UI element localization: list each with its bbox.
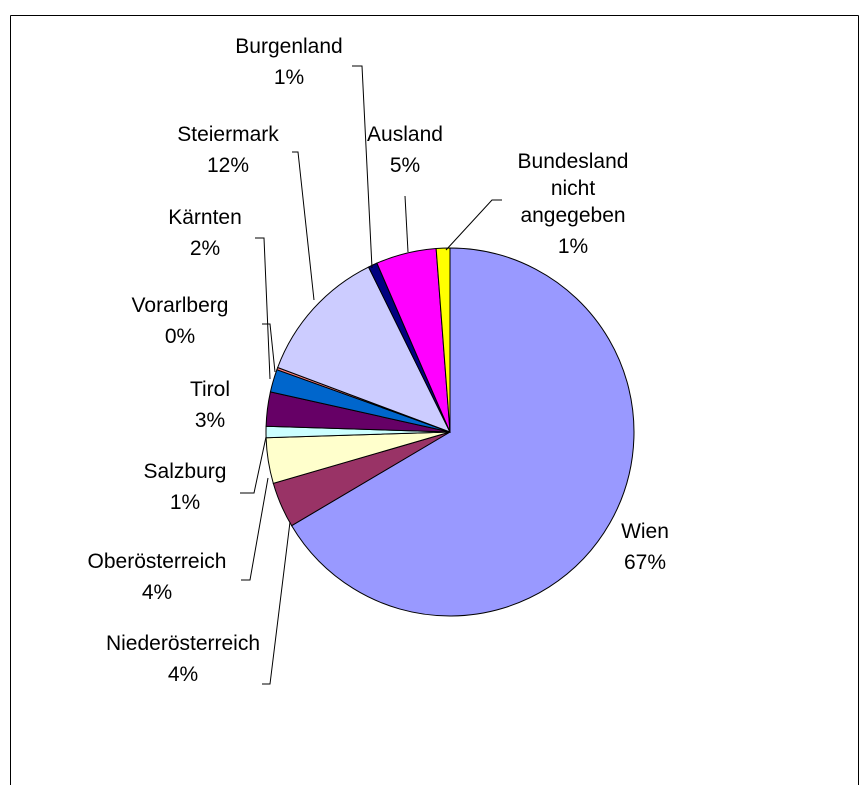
slice-label-name: Kärnten (168, 206, 242, 229)
slice-label: Kärnten 2% (168, 206, 242, 260)
slice-label-percent: 12% (207, 154, 249, 177)
slice-label-name: Oberösterreich (88, 550, 227, 573)
slice-label-name: Tirol (190, 378, 230, 401)
leader-line (255, 237, 271, 380)
slice-label-name: Steiermark (177, 123, 279, 146)
slice-label-percent: 4% (142, 581, 172, 604)
slice-label-percent: 4% (168, 663, 198, 686)
leader-line (445, 199, 502, 251)
slice-label-percent: 5% (390, 154, 420, 177)
slice-label-percent: 1% (274, 66, 304, 89)
slice-label: Vorarlberg 0% (132, 294, 229, 348)
pie-slice-bundesland-nicht-angegeben (435, 247, 451, 433)
leader-line (262, 521, 291, 685)
slice-label-percent: 0% (165, 325, 195, 348)
slice-label-name: Wien (621, 520, 669, 543)
slice-label: Oberösterreich 4% (88, 550, 227, 604)
leader-line (262, 323, 276, 373)
slice-label-name: Bundesland (518, 150, 629, 173)
slice-label-name: nicht (551, 177, 596, 200)
leader-line (240, 436, 267, 494)
slice-label-name: Ausland (367, 123, 443, 146)
slice-label-percent: 3% (195, 409, 225, 432)
slice-label: Salzburg 1% (144, 460, 227, 514)
slice-label: Ausland 5% (367, 123, 443, 177)
slice-label: Steiermark 12% (177, 123, 279, 177)
slice-label: Niederösterreich 4% (106, 632, 260, 686)
slice-label-name: angegeben (520, 204, 625, 227)
slice-label-percent: 1% (170, 491, 200, 514)
slice-label-percent: 67% (624, 551, 666, 574)
pie-slice-steiermark (277, 266, 452, 433)
slice-label: Wien 67% (621, 520, 669, 574)
pie-slice-wien (290, 247, 635, 617)
slice-label: Burgenland 1% (235, 35, 342, 89)
leader-line (404, 195, 409, 253)
leader-line (292, 151, 315, 301)
slice-label: Bundesland nicht angegeben 1% (518, 150, 629, 258)
leader-line (241, 477, 269, 581)
slice-label-name: Salzburg (144, 460, 227, 483)
slice-label-percent: 1% (558, 235, 588, 258)
leader-line (352, 65, 373, 269)
slice-label-name: Niederösterreich (106, 632, 260, 655)
slice-label-percent: 2% (190, 237, 220, 260)
slice-label-name: Vorarlberg (132, 294, 229, 317)
slice-label: Tirol 3% (190, 378, 230, 432)
slice-label-name: Burgenland (235, 35, 342, 58)
